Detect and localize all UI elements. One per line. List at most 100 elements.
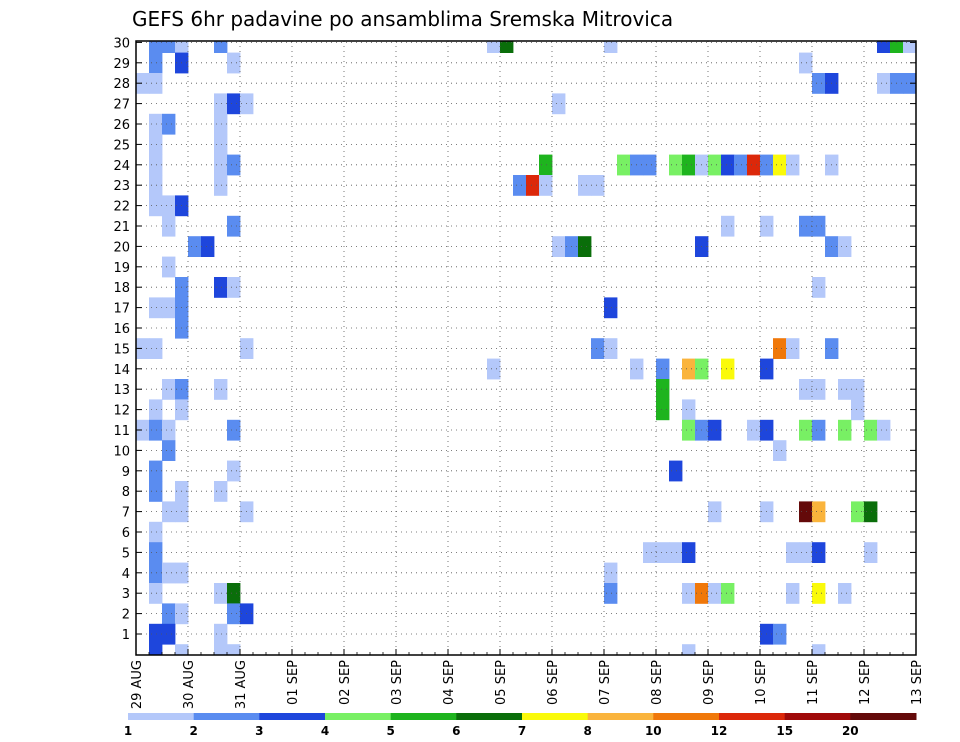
x-axis: 29 AUG 30 AUG 31 AUG 01 SEP 02 SEP 03 SEP 04 S… bbox=[130, 649, 925, 709]
colorbar-swatch bbox=[325, 713, 392, 720]
heatmap-cell bbox=[708, 419, 722, 441]
heatmap-cell bbox=[682, 542, 696, 563]
heatmap-cell bbox=[643, 542, 657, 563]
heatmap-cell bbox=[201, 236, 215, 257]
y-tick-label: 12 bbox=[113, 404, 130, 419]
heatmap-cell bbox=[786, 338, 800, 359]
heatmap-cell bbox=[227, 644, 241, 656]
y-tick-label: 1 bbox=[122, 628, 130, 643]
heatmap-cell bbox=[227, 419, 241, 441]
y-axis: 1234567891011121314151617181920212223242… bbox=[113, 36, 916, 643]
heatmap-cell bbox=[162, 603, 176, 625]
y-tick-label: 24 bbox=[113, 159, 130, 174]
colorbar-label: 1 bbox=[124, 724, 132, 738]
heatmap-cell bbox=[812, 73, 826, 94]
heatmap-cell bbox=[812, 379, 826, 400]
heatmap-cell bbox=[721, 215, 735, 237]
heatmap-cell bbox=[604, 41, 618, 53]
heatmap-cell bbox=[214, 175, 228, 196]
y-tick-label: 27 bbox=[113, 98, 130, 113]
heatmap-cell bbox=[682, 399, 696, 421]
colorbar-swatch bbox=[587, 713, 654, 720]
heatmap-cell bbox=[500, 41, 514, 53]
y-tick-label: 16 bbox=[113, 322, 130, 337]
heatmap-cell bbox=[227, 583, 241, 604]
heatmap-cell bbox=[734, 154, 748, 176]
heatmap-cell bbox=[721, 154, 735, 176]
x-tick-label: 03 SEP bbox=[390, 660, 405, 705]
x-tick-label: 09 SEP bbox=[702, 660, 717, 705]
colorbar-label: 5 bbox=[387, 724, 395, 738]
heatmap-cell bbox=[812, 583, 826, 604]
heatmap-cell bbox=[214, 154, 228, 176]
y-tick-label: 10 bbox=[113, 444, 130, 459]
y-tick-label: 11 bbox=[113, 424, 130, 439]
heatmap-cell bbox=[851, 399, 865, 421]
y-tick-label: 4 bbox=[122, 567, 130, 582]
heatmap-cell bbox=[149, 338, 163, 359]
heatmap-cell bbox=[149, 399, 163, 421]
y-tick-label: 8 bbox=[122, 485, 130, 500]
heatmap-cell bbox=[578, 236, 592, 257]
x-tick-label: 11 SEP bbox=[806, 660, 821, 705]
heatmap-cell bbox=[799, 215, 813, 237]
colorbar-legend: 1 2 3 4 5 6 7 8 10 12 15 20 bbox=[124, 713, 917, 738]
heatmap-cell bbox=[149, 542, 163, 563]
heatmap-cell bbox=[162, 501, 176, 523]
colorbar-label: 10 bbox=[645, 724, 662, 738]
colorbar-swatch bbox=[784, 713, 851, 720]
heatmap-cell bbox=[812, 215, 826, 237]
heatmap-cell bbox=[188, 236, 202, 257]
heatmap-cell bbox=[773, 623, 787, 645]
x-tick-label: 30 AUG bbox=[182, 660, 197, 709]
x-tick-label: 31 AUG bbox=[234, 660, 249, 709]
heatmap-cell bbox=[838, 583, 852, 604]
heatmap-cell bbox=[682, 358, 696, 380]
heatmap-cell bbox=[162, 419, 176, 441]
y-tick-label: 15 bbox=[113, 342, 130, 357]
heatmap-cell bbox=[812, 277, 826, 298]
heatmap-cell bbox=[578, 175, 592, 196]
heatmap-cell bbox=[149, 297, 163, 319]
heatmap-cell bbox=[149, 195, 163, 217]
heatmap-cell bbox=[812, 501, 826, 523]
y-tick-label: 25 bbox=[113, 138, 130, 153]
colorbar-label: 15 bbox=[776, 724, 793, 738]
y-tick-label: 13 bbox=[113, 383, 130, 398]
heatmap-cell bbox=[591, 338, 605, 359]
heatmap-cell bbox=[214, 623, 228, 645]
colorbar-label: 3 bbox=[255, 724, 263, 738]
heatmap-cell bbox=[552, 236, 566, 257]
x-tick-label: 29 AUG bbox=[130, 660, 145, 709]
heatmap-cell bbox=[864, 501, 878, 523]
heatmap-cell bbox=[812, 644, 826, 656]
heatmap-cell bbox=[786, 583, 800, 604]
chart-title: GEFS 6hr padavine po ansamblima Sremska … bbox=[132, 7, 673, 31]
y-tick-label: 19 bbox=[113, 261, 130, 276]
heatmap-cell bbox=[799, 52, 813, 74]
heatmap-cell bbox=[149, 154, 163, 176]
y-tick-label: 9 bbox=[122, 465, 130, 480]
colorbar-label: 6 bbox=[452, 724, 460, 738]
colorbar-swatch bbox=[456, 713, 523, 720]
heatmap-cell bbox=[669, 460, 683, 482]
heatmap-cell bbox=[864, 542, 878, 563]
heatmap-cell bbox=[136, 338, 150, 359]
heatmap-cell bbox=[617, 154, 631, 176]
heatmap-cell bbox=[214, 583, 228, 604]
x-tick-label: 12 SEP bbox=[858, 660, 873, 705]
heatmap-cell bbox=[643, 154, 657, 176]
heatmap-cell bbox=[552, 93, 566, 115]
heatmap-cell bbox=[513, 175, 527, 196]
heatmap-cell bbox=[708, 583, 722, 604]
colorbar-swatch bbox=[522, 713, 589, 720]
heatmap-cell bbox=[162, 41, 176, 53]
heatmap-cell bbox=[227, 277, 241, 298]
heatmap-cell bbox=[656, 358, 670, 380]
heatmap-cell bbox=[799, 542, 813, 563]
heatmap-cell bbox=[604, 562, 618, 584]
heatmap-cell bbox=[227, 93, 241, 115]
y-tick-label: 17 bbox=[113, 302, 130, 317]
heatmap-cell bbox=[214, 134, 228, 155]
